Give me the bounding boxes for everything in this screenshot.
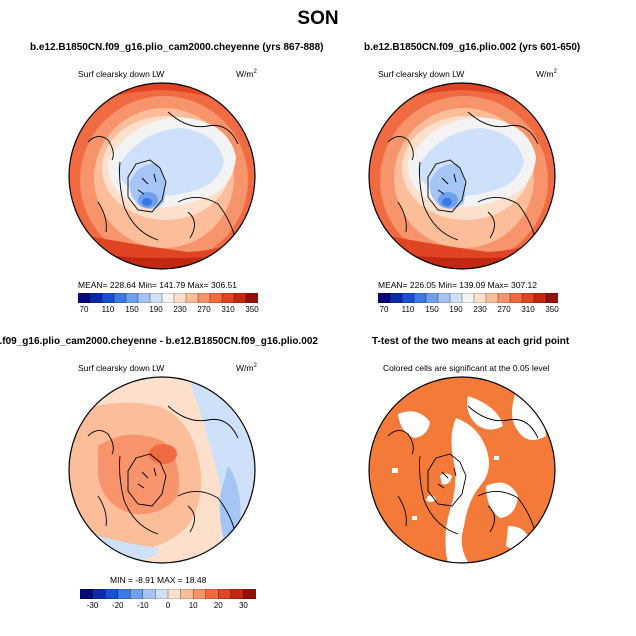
panel3-title: B1850CN.f09_g16.plio_cam2000.cheyenne - … — [0, 336, 318, 347]
colorbar-swatch — [461, 293, 475, 303]
panel2-units: W/m2 — [536, 69, 557, 79]
colorbar-swatch — [473, 293, 487, 303]
colorbar-tick-label: 110 — [401, 305, 415, 314]
colorbar-swatch — [497, 293, 511, 303]
panel1-variable: Surf clearsky down LW — [78, 69, 165, 79]
colorbar-tick-label: 230 — [473, 305, 487, 314]
colorbar-tick-label: 30 — [238, 601, 248, 610]
panel3-variable: Surf clearsky down LW — [78, 363, 165, 373]
colorbar-swatch — [233, 293, 247, 303]
panel1-title: b.e12.B1850CN.f09_g16.plio_cam2000.cheye… — [30, 42, 324, 53]
colorbar-swatch — [78, 293, 91, 303]
colorbar-tick-label: 70 — [79, 305, 89, 314]
colorbar-tick-label: 230 — [173, 305, 187, 314]
main-title: SON — [297, 8, 339, 29]
colorbar-tick-label: 190 — [149, 305, 163, 314]
colorbar-swatch — [413, 293, 427, 303]
colorbar-tick-label: 310 — [221, 305, 235, 314]
colorbar-tick-label: 190 — [449, 305, 463, 314]
colorbar-swatch — [378, 293, 391, 303]
panel1-colorbar — [78, 293, 258, 303]
colorbar-swatch — [245, 293, 258, 303]
colorbar-swatch — [167, 589, 182, 599]
colorbar-tick-label: -20 — [111, 601, 124, 610]
panel3-colorbar — [80, 589, 256, 599]
panel2-map — [368, 82, 556, 270]
colorbar-swatch — [533, 293, 547, 303]
colorbar-swatch — [437, 293, 451, 303]
colorbar-tick-label: 150 — [125, 305, 139, 314]
colorbar-tick-label: 350 — [545, 305, 559, 314]
colorbar-swatch — [509, 293, 523, 303]
panel3-units: W/m2 — [236, 363, 257, 373]
colorbar-swatch — [80, 589, 94, 599]
colorbar-swatch — [149, 293, 163, 303]
colorbar-swatch — [205, 589, 219, 599]
panel1-units: W/m2 — [236, 69, 257, 79]
colorbar-tick-label: 270 — [197, 305, 211, 314]
colorbar-tick-label: 10 — [188, 601, 198, 610]
colorbar-swatch — [155, 589, 169, 599]
colorbar-tick-label: 0 — [165, 601, 171, 610]
panel2-stats: MEAN= 226.05 Min= 139.09 Max= 307.12 — [378, 280, 538, 290]
panel2-colorbar-ticks: 70 110 150 190 230 270 310 350 — [378, 305, 559, 315]
colorbar-swatch — [221, 293, 235, 303]
colorbar-swatch — [185, 293, 199, 303]
colorbar-swatch — [449, 293, 463, 303]
colorbar-swatch — [125, 293, 139, 303]
colorbar-tick-label: -30 — [86, 601, 99, 610]
colorbar-swatch — [401, 293, 415, 303]
colorbar-tick-label: 70 — [379, 305, 389, 314]
colorbar-swatch — [218, 589, 232, 599]
colorbar-swatch — [104, 589, 119, 599]
colorbar-swatch — [89, 293, 103, 303]
colorbar-swatch — [180, 589, 194, 599]
colorbar-tick-label: 310 — [521, 305, 535, 314]
panel4-title: T-test of the two means at each grid poi… — [372, 336, 570, 347]
panel1-map — [68, 82, 256, 270]
colorbar-tick-label: 20 — [213, 601, 223, 610]
panel1-colorbar-ticks: 70 110 150 190 230 270 310 350 — [78, 305, 259, 315]
panel3-stats: MIN = -8.91 MAX = 18.48 — [110, 575, 207, 585]
colorbar-swatch — [545, 293, 558, 303]
colorbar-tick-label: 110 — [101, 305, 115, 314]
panel3-colorbar-ticks: -30 -20 -10 0 10 20 30 — [80, 601, 256, 611]
colorbar-swatch — [173, 293, 187, 303]
colorbar-swatch — [192, 589, 207, 599]
colorbar-tick-label: 270 — [497, 305, 511, 314]
colorbar-tick-label: -10 — [137, 601, 149, 610]
colorbar-swatch — [243, 589, 256, 599]
colorbar-swatch — [425, 293, 439, 303]
colorbar-swatch — [521, 293, 535, 303]
colorbar-swatch — [137, 293, 151, 303]
colorbar-swatch — [485, 293, 499, 303]
panel2-title: b.e12.B1850CN.f09_g16.plio.002 (yrs 601-… — [364, 42, 581, 53]
colorbar-swatch — [117, 589, 131, 599]
colorbar-swatch — [161, 293, 175, 303]
colorbar-swatch — [92, 589, 106, 599]
colorbar-swatch — [197, 293, 211, 303]
panel1-stats: MEAN= 228.64 Min= 141.79 Max= 306.51 — [78, 280, 238, 290]
colorbar-swatch — [209, 293, 223, 303]
colorbar-swatch — [389, 293, 403, 303]
panel2-variable: Surf clearsky down LW — [378, 69, 465, 79]
colorbar-tick-label: 150 — [425, 305, 439, 314]
panel4-map — [368, 376, 556, 564]
colorbar-swatch — [101, 293, 115, 303]
colorbar-tick-label: 350 — [245, 305, 259, 314]
panel3-map — [68, 376, 256, 564]
colorbar-swatch — [230, 589, 244, 599]
panel2-colorbar — [378, 293, 558, 303]
colorbar-swatch — [130, 589, 144, 599]
panel4-variable: Colored cells are significant at the 0.0… — [383, 363, 550, 373]
colorbar-swatch — [113, 293, 127, 303]
colorbar-swatch — [142, 589, 156, 599]
